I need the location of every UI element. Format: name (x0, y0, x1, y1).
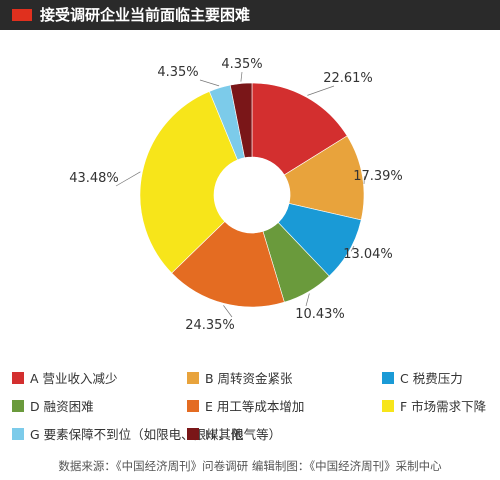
legend-swatch-h (187, 428, 199, 440)
donut-chart: 22.61% 17.39% 13.04% 10.43% 24.35% 43.48% 4.35… (69, 57, 403, 333)
legend-item-b: B 周转资金紧张 (187, 370, 293, 388)
donut-hole (214, 157, 290, 233)
legend-item-a: A 营业收入减少 (12, 370, 118, 388)
data-label-e: 24.35% (185, 318, 235, 333)
legend-swatch-e (187, 400, 199, 412)
legend-label-e: E 用工等成本增加 (205, 399, 305, 414)
legend-item-d: D 融资困难 (12, 398, 94, 416)
leader-line-h (240, 71, 243, 82)
data-label-h: 4.35% (221, 57, 262, 72)
data-label-b: 17.39% (353, 169, 403, 184)
leader-line-e (223, 305, 233, 318)
data-label-d: 10.43% (295, 307, 345, 322)
title-bar: 接受调研企业当前面临主要困难 (0, 0, 500, 30)
legend-swatch-d (12, 400, 24, 412)
legend-item-f: F 市场需求下降 (382, 398, 486, 416)
legend-swatch-g (12, 428, 24, 440)
legend-item-g: G 要素保障不到位（如限电、限煤、限气等） (12, 426, 281, 444)
legend-label-f: F 市场需求下降 (400, 399, 487, 414)
chart-title: 接受调研企业当前面临主要困难 (40, 6, 251, 24)
data-label-g: 4.35% (157, 65, 198, 80)
legend-label-d: D 融资困难 (30, 399, 94, 414)
leader-line-g (199, 79, 220, 87)
legend-swatch-a (12, 372, 24, 384)
legend-item-e: E 用工等成本增加 (187, 398, 304, 416)
data-label-a: 22.61% (323, 71, 373, 86)
legend-item-h: H 其他 (187, 426, 243, 444)
leader-line-f (115, 171, 141, 187)
legend-label-h: H 其他 (205, 427, 244, 442)
data-label-f: 43.48% (69, 171, 119, 186)
source-note: 数据来源：《中国经济周刊》问卷调研 编辑制图：《中国经济周刊》采制中心 (58, 459, 442, 473)
legend-swatch-f (382, 400, 394, 412)
legend-label-a: A 营业收入减少 (30, 371, 118, 386)
leader-line-c (350, 245, 355, 252)
legend-swatch-c (382, 372, 394, 384)
legend-label-b: B 周转资金紧张 (205, 371, 293, 386)
legend-label-c: C 税费压力 (400, 371, 463, 386)
legend-swatch-b (187, 372, 199, 384)
chart-legend: A 营业收入减少 B 周转资金紧张 C 税费压力 D 融资困难 E 用工等成本增加 F 市… (12, 370, 492, 454)
leader-line-d (305, 293, 310, 307)
title-accent-block (12, 9, 32, 21)
legend-label-g: G 要素保障不到位（如限电、限煤、限气等） (30, 427, 282, 442)
legend-item-c: C 税费压力 (382, 370, 463, 388)
data-label-c: 13.04% (343, 247, 393, 262)
leader-line-a (307, 85, 335, 96)
